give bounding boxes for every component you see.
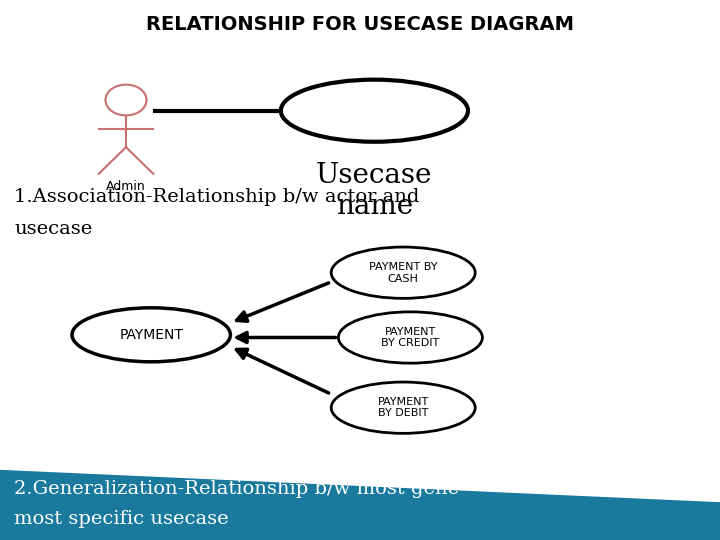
Text: 2.Generalization-Relationship b/w most gene: 2.Generalization-Relationship b/w most g…: [14, 480, 459, 498]
Text: most specific usecase: most specific usecase: [14, 510, 229, 529]
Ellipse shape: [331, 382, 475, 433]
Text: 1.Association-Relationship b/w actor and: 1.Association-Relationship b/w actor and: [14, 188, 420, 206]
Polygon shape: [0, 470, 720, 540]
Text: Admin: Admin: [106, 180, 146, 193]
Ellipse shape: [338, 312, 482, 363]
Ellipse shape: [331, 247, 475, 298]
Ellipse shape: [72, 308, 230, 362]
Text: usecase: usecase: [14, 220, 93, 239]
Text: PAYMENT: PAYMENT: [120, 328, 183, 342]
FancyArrowPatch shape: [237, 333, 336, 342]
Text: PAYMENT
BY DEBIT: PAYMENT BY DEBIT: [377, 397, 429, 418]
Text: RELATIONSHIP FOR USECASE DIAGRAM: RELATIONSHIP FOR USECASE DIAGRAM: [146, 15, 574, 34]
FancyArrowPatch shape: [236, 349, 329, 393]
Text: Usecase
name: Usecase name: [316, 162, 433, 220]
Ellipse shape: [281, 79, 468, 141]
Text: PAYMENT BY
CASH: PAYMENT BY CASH: [369, 262, 438, 284]
FancyArrowPatch shape: [237, 283, 328, 321]
Text: PAYMENT
BY CREDIT: PAYMENT BY CREDIT: [382, 327, 439, 348]
